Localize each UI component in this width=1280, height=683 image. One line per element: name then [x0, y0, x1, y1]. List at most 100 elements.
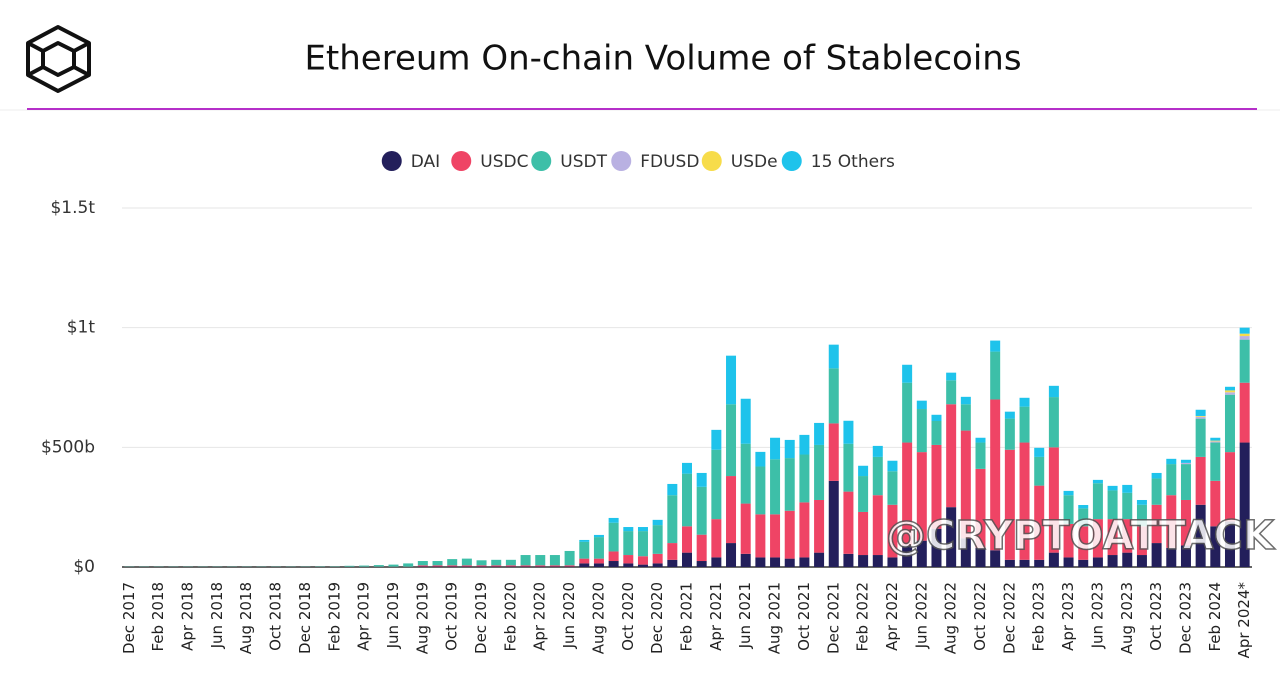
bar-segment	[1225, 390, 1235, 392]
bar-segment	[873, 446, 883, 457]
bar-segment	[359, 566, 369, 567]
bar-segment	[1034, 448, 1044, 457]
bar-segment	[829, 423, 839, 480]
x-tick-label: Oct 2018	[267, 582, 285, 651]
bar-segment	[477, 565, 487, 566]
bar-segment	[887, 471, 897, 505]
bar-segment	[843, 492, 853, 554]
bar-segment	[1240, 328, 1250, 334]
bar-segment	[755, 466, 765, 514]
bar-segment	[682, 526, 692, 552]
bar-segment	[770, 557, 780, 567]
legend-label: USDe	[731, 152, 778, 172]
x-tick-label: Jun 2023	[1088, 582, 1106, 649]
bar-segment	[697, 487, 707, 535]
bar-segment	[638, 531, 648, 556]
bar-segment	[565, 565, 575, 566]
x-tick-label: Jun 2020	[560, 582, 578, 649]
bar-segment	[931, 415, 941, 421]
bar-segment	[521, 565, 531, 566]
bar-segment	[902, 383, 912, 443]
y-tick-label: $0	[73, 557, 95, 577]
bar-segment	[741, 554, 751, 567]
bar-segment	[726, 404, 736, 476]
bar-segment	[1078, 560, 1088, 567]
bar-segment	[1181, 460, 1191, 463]
bar-segment	[1181, 463, 1191, 464]
bar-segment	[1210, 441, 1220, 442]
x-tick-label: Dec 2023	[1176, 582, 1194, 654]
bar-segment	[858, 466, 868, 476]
bar-segment	[697, 473, 707, 487]
bar-segment	[829, 368, 839, 423]
bar-segment	[741, 504, 751, 554]
bar-segment	[858, 555, 868, 567]
bar-segment	[1005, 560, 1015, 567]
bar-segment	[711, 430, 721, 450]
x-tick-label: Apr 2021	[707, 582, 725, 651]
bar-segment	[873, 555, 883, 567]
bar-segment	[1020, 398, 1030, 407]
bar-segment	[799, 557, 809, 567]
x-tick-label: Dec 2021	[824, 582, 842, 654]
x-tick-label: Feb 2020	[501, 582, 519, 652]
bar-segment	[814, 553, 824, 567]
bar-segment	[388, 565, 398, 567]
logo	[28, 27, 89, 91]
x-tick-label: Apr 2022	[883, 582, 901, 651]
bar-segment	[535, 565, 545, 566]
bar-segment	[609, 551, 619, 561]
bar-segment	[682, 553, 692, 567]
bar-segment	[477, 560, 487, 565]
bar-segment	[1034, 457, 1044, 486]
bar-segment	[1225, 392, 1235, 394]
bar-segment	[961, 404, 971, 430]
bar-segment	[1049, 386, 1059, 397]
bar-segment	[976, 443, 986, 469]
bar-segment	[667, 495, 677, 543]
bar-segment	[579, 563, 589, 567]
bar-segment	[609, 561, 619, 567]
x-tick-label: Apr 2023	[1059, 582, 1077, 651]
bar-segment	[462, 565, 472, 566]
y-tick-label: $1.5t	[50, 198, 95, 218]
bar-segment	[1240, 383, 1250, 443]
x-tick-label: Oct 2022	[971, 582, 989, 651]
bar-segment	[579, 542, 589, 559]
legend-swatch	[382, 151, 402, 171]
bar-segment	[418, 561, 428, 565]
bar-segment	[1196, 419, 1206, 457]
bar-segment	[711, 450, 721, 519]
x-tick-label: Apr 2020	[531, 582, 549, 651]
bar-segment	[976, 438, 986, 443]
chart-title: Ethereum On-chain Volume of Stablecoins	[304, 39, 1021, 79]
bar-segment	[799, 455, 809, 503]
bar-segment	[931, 421, 941, 445]
bar-segment	[623, 555, 633, 563]
x-tick-label: Oct 2021	[795, 582, 813, 651]
bar-segment	[858, 512, 868, 555]
bar-segment	[623, 563, 633, 567]
bar-segment	[653, 563, 663, 567]
bar-segment	[653, 554, 663, 564]
bar-segment	[917, 409, 927, 452]
x-tick-label: Oct 2020	[619, 582, 637, 651]
bar-segment	[726, 356, 736, 405]
bar-segment	[1049, 397, 1059, 447]
bar-segment	[814, 500, 824, 553]
bar-segment	[887, 461, 897, 472]
x-tick-label: Apr 2018	[179, 582, 197, 651]
legend-swatch	[531, 151, 551, 171]
legend-label: USDT	[560, 152, 607, 172]
x-tick-label: Dec 2018	[296, 582, 314, 654]
bar-segment	[462, 559, 472, 566]
bar-segment	[770, 459, 780, 514]
bar-segment	[785, 511, 795, 559]
legend-label: FDUSD	[640, 152, 699, 172]
bar-segment	[638, 565, 648, 567]
bar-segment	[653, 520, 663, 525]
bar-segment	[447, 565, 457, 566]
bar-segment	[1005, 412, 1015, 419]
bar-segment	[843, 444, 853, 492]
